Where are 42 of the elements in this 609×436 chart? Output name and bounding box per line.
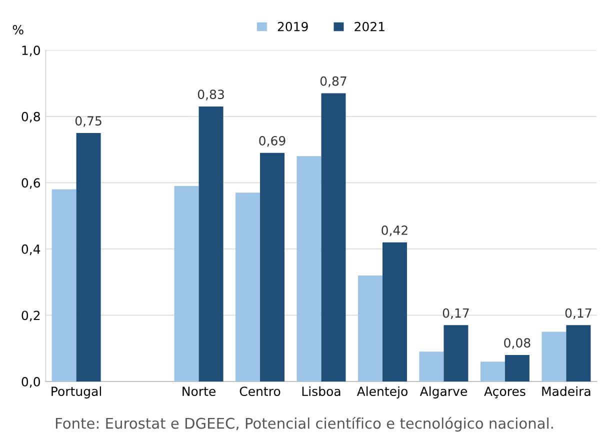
y-tick-label: 1,0 <box>22 46 40 56</box>
x-tick-label: Portugal <box>52 386 102 398</box>
bar <box>76 132 101 382</box>
bar <box>296 156 322 382</box>
legend-label: 2019 <box>278 22 308 32</box>
bar <box>174 186 199 382</box>
y-tick-label: 0,0 <box>22 376 40 388</box>
bar <box>52 189 76 382</box>
x-tick-label: Centro <box>240 386 280 396</box>
data-label: 0,75 <box>75 116 102 127</box>
y-tick-label: 0,8 <box>22 112 40 123</box>
bar <box>198 106 224 382</box>
bar <box>321 93 346 382</box>
x-tick-label: Açores <box>484 386 526 398</box>
data-label: 0,42 <box>382 225 408 236</box>
bar <box>358 275 382 382</box>
bar <box>480 362 505 382</box>
bar <box>566 325 591 382</box>
bar <box>260 152 285 382</box>
bar <box>542 332 566 382</box>
x-tick-label: Alentejo <box>356 386 408 398</box>
data-label: 0,17 <box>442 308 469 320</box>
bar <box>504 354 530 382</box>
x-tick-label: Algarve <box>420 386 467 398</box>
y-tick-label: 0,6 <box>22 178 40 189</box>
y-axis-title: % <box>12 25 24 34</box>
data-label: 0,69 <box>259 136 286 147</box>
x-tick-label: Norte <box>182 386 216 396</box>
source-note: Fonte: Eurostat e DGEEC, Potencial científico e tecnológico nacional. <box>56 416 553 432</box>
data-label: 0,87 <box>320 76 346 88</box>
y-tick-label: 0,2 <box>22 310 40 322</box>
y-tick-label: 0,4 <box>22 244 40 256</box>
data-label: 0,08 <box>504 338 530 349</box>
bar <box>444 325 468 382</box>
bar <box>236 192 260 382</box>
data-label: 0,83 <box>198 90 224 100</box>
bar <box>419 352 444 382</box>
data-label: 0,17 <box>565 308 592 320</box>
bar <box>382 242 407 382</box>
x-tick-label: Lisboa <box>302 386 340 396</box>
x-tick-label: Madeira <box>542 386 590 396</box>
legend-label: 2021 <box>354 22 384 32</box>
